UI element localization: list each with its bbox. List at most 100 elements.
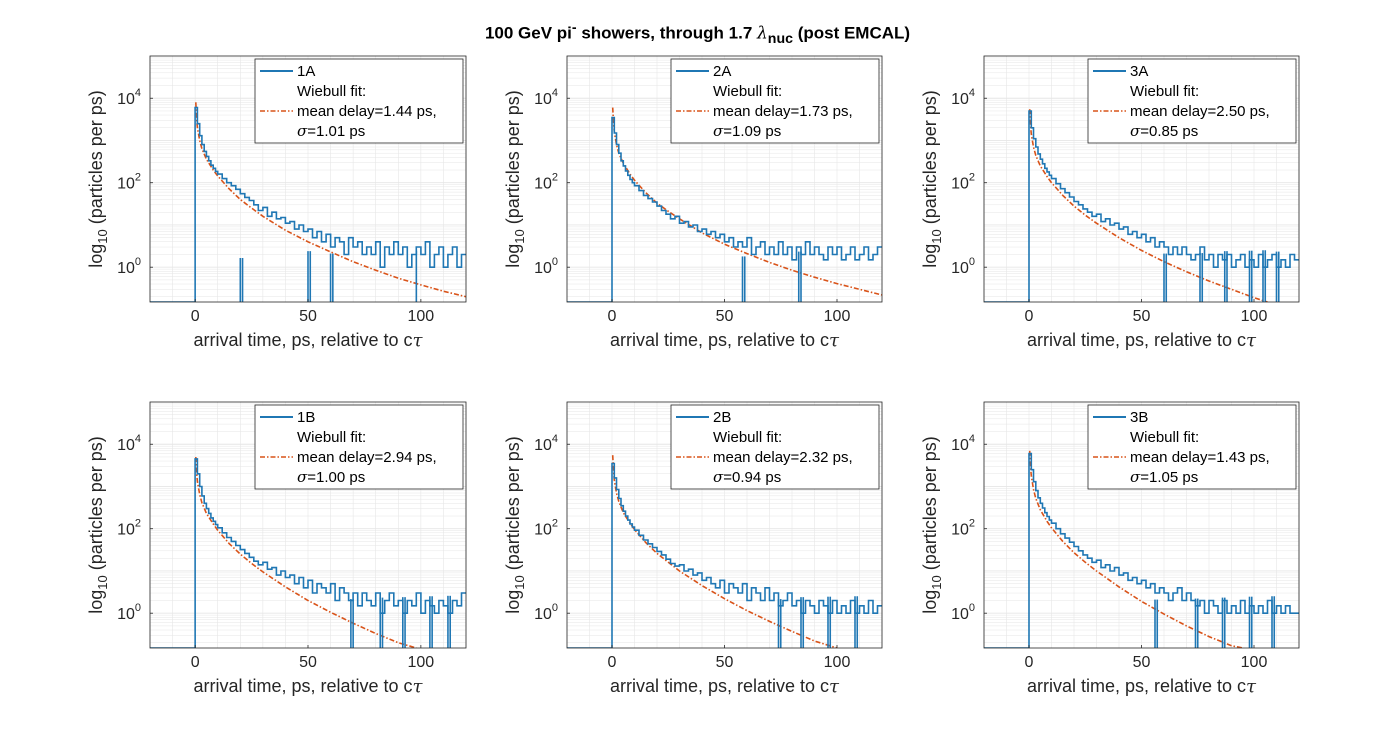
x-tick-label: 50	[299, 308, 317, 325]
legend-mean-delay: mean delay=2.94 ps,	[297, 449, 437, 466]
legend: 2B Wiebull fit: mean delay=2.32 ps, σ=0.94 …	[670, 404, 880, 490]
x-tick-label: 100	[408, 654, 435, 671]
x-tick-label: 100	[1241, 308, 1268, 325]
title-superscript: -	[571, 20, 577, 36]
title-middle: showers, through 1.7	[576, 23, 758, 43]
y-tick-label: 104	[117, 87, 141, 108]
y-tick-base: 10	[951, 260, 969, 277]
y-tick-exponent: 2	[969, 172, 975, 184]
x-axis-label-tau: τ	[413, 330, 424, 351]
y-tick-label: 104	[951, 87, 975, 108]
legend-fit-heading: Wiebull fit:	[713, 429, 782, 446]
y-tick-label: 104	[534, 87, 558, 108]
y-axis-label: log10 (particles per ps)	[503, 90, 527, 268]
y-axis-label-subscript: 10	[512, 575, 527, 589]
y-tick-label: 100	[117, 256, 141, 277]
y-axis-label-log: log	[86, 590, 106, 614]
x-axis-label: arrival time, ps, relative to cτ	[610, 676, 840, 697]
legend-box	[1087, 404, 1297, 490]
y-axis-label-text: (particles per ps)	[86, 436, 106, 575]
x-axis-label-text: arrival time, ps, relative to c	[610, 330, 829, 350]
wiebull-fit-curve	[1028, 109, 1268, 302]
y-tick-exponent: 0	[969, 602, 975, 614]
legend-fit-heading: Wiebull fit:	[1130, 429, 1199, 446]
y-tick-label: 100	[534, 256, 558, 277]
y-axis-label-subscript: 10	[95, 229, 110, 243]
wiebull-fit-curve	[611, 455, 838, 648]
legend-mean-delay: mean delay=2.32 ps,	[713, 449, 853, 466]
legend-fit-heading: Wiebull fit:	[297, 83, 366, 100]
y-tick-base: 10	[117, 437, 135, 454]
legend: 2A Wiebull fit: mean delay=1.73 ps, σ=1.09 …	[670, 58, 880, 144]
y-tick-exponent: 2	[552, 172, 558, 184]
x-tick-label: 0	[191, 654, 200, 671]
x-tick-label: 50	[716, 308, 734, 325]
title-lambda: λ	[757, 23, 768, 44]
y-tick-label: 100	[951, 602, 975, 623]
x-tick-label: 0	[1025, 654, 1034, 671]
y-tick-label: 102	[534, 172, 558, 193]
x-axis-label-text: arrival time, ps, relative to c	[193, 330, 412, 350]
legend: 3B Wiebull fit: mean delay=1.43 ps, σ=1.05 …	[1087, 404, 1297, 490]
x-axis-label: arrival time, ps, relative to cτ	[1027, 330, 1257, 351]
y-tick-exponent: 2	[135, 518, 141, 530]
y-tick-base: 10	[534, 437, 552, 454]
y-tick-exponent: 2	[969, 518, 975, 530]
y-axis-label-log: log	[920, 590, 940, 614]
y-tick-exponent: 4	[552, 87, 558, 99]
y-tick-base: 10	[951, 91, 969, 108]
wiebull-fit-curve	[195, 102, 466, 298]
y-tick-base: 10	[951, 437, 969, 454]
y-tick-exponent: 0	[135, 602, 141, 614]
y-axis-label: log10 (particles per ps)	[86, 436, 110, 614]
title-prefix: 100 GeV pi	[484, 23, 572, 43]
legend-sigma: σ=1.01 ps	[297, 122, 365, 140]
y-tick-label: 104	[117, 433, 141, 454]
y-tick-label: 102	[534, 518, 558, 539]
y-tick-base: 10	[951, 522, 969, 539]
legend-histogram-label: 2B	[713, 409, 731, 426]
x-axis-label: arrival time, ps, relative to cτ	[1027, 676, 1257, 697]
y-axis-label: log10 (particles per ps)	[503, 436, 527, 614]
y-axis-label-text: (particles per ps)	[503, 90, 523, 229]
legend-sigma-symbol: σ	[1130, 468, 1141, 486]
y-tick-exponent: 4	[969, 87, 975, 99]
y-tick-exponent: 0	[552, 602, 558, 614]
y-axis-label-log: log	[503, 244, 523, 268]
y-tick-label: 102	[951, 518, 975, 539]
histogram-line	[984, 452, 1299, 648]
legend-mean-delay: mean delay=2.50 ps,	[1130, 103, 1270, 120]
legend-sigma-symbol: σ	[297, 468, 308, 486]
y-axis-label-text: (particles per ps)	[920, 436, 940, 575]
y-tick-exponent: 2	[552, 518, 558, 530]
x-tick-label: 0	[1025, 308, 1034, 325]
y-tick-label: 102	[117, 518, 141, 539]
legend-box	[254, 404, 464, 490]
x-tick-label: 0	[608, 654, 617, 671]
y-tick-label: 100	[117, 602, 141, 623]
x-tick-label: 50	[1133, 308, 1151, 325]
y-axis-label: log10 (particles per ps)	[86, 90, 110, 268]
legend-sigma-symbol: σ	[713, 122, 724, 140]
y-tick-label: 100	[951, 256, 975, 277]
y-tick-base: 10	[534, 176, 552, 193]
y-tick-exponent: 4	[552, 433, 558, 445]
x-axis-label-text: arrival time, ps, relative to c	[1027, 676, 1246, 696]
legend-sigma: σ=0.94 ps	[713, 468, 781, 486]
legend-sigma-value: =1.01 ps	[307, 123, 365, 140]
legend-sigma: σ=1.00 ps	[297, 468, 365, 486]
y-tick-base: 10	[534, 91, 552, 108]
x-axis-label: arrival time, ps, relative to cτ	[193, 330, 423, 351]
y-tick-exponent: 4	[969, 433, 975, 445]
legend: 1B Wiebull fit: mean delay=2.94 ps, σ=1.00 …	[254, 404, 464, 490]
y-tick-exponent: 0	[552, 256, 558, 268]
x-axis-label-text: arrival time, ps, relative to c	[1027, 330, 1246, 350]
y-tick-base: 10	[534, 522, 552, 539]
wiebull-fit-curve	[611, 107, 882, 296]
legend-sigma-value: =0.85 ps	[1140, 123, 1198, 140]
